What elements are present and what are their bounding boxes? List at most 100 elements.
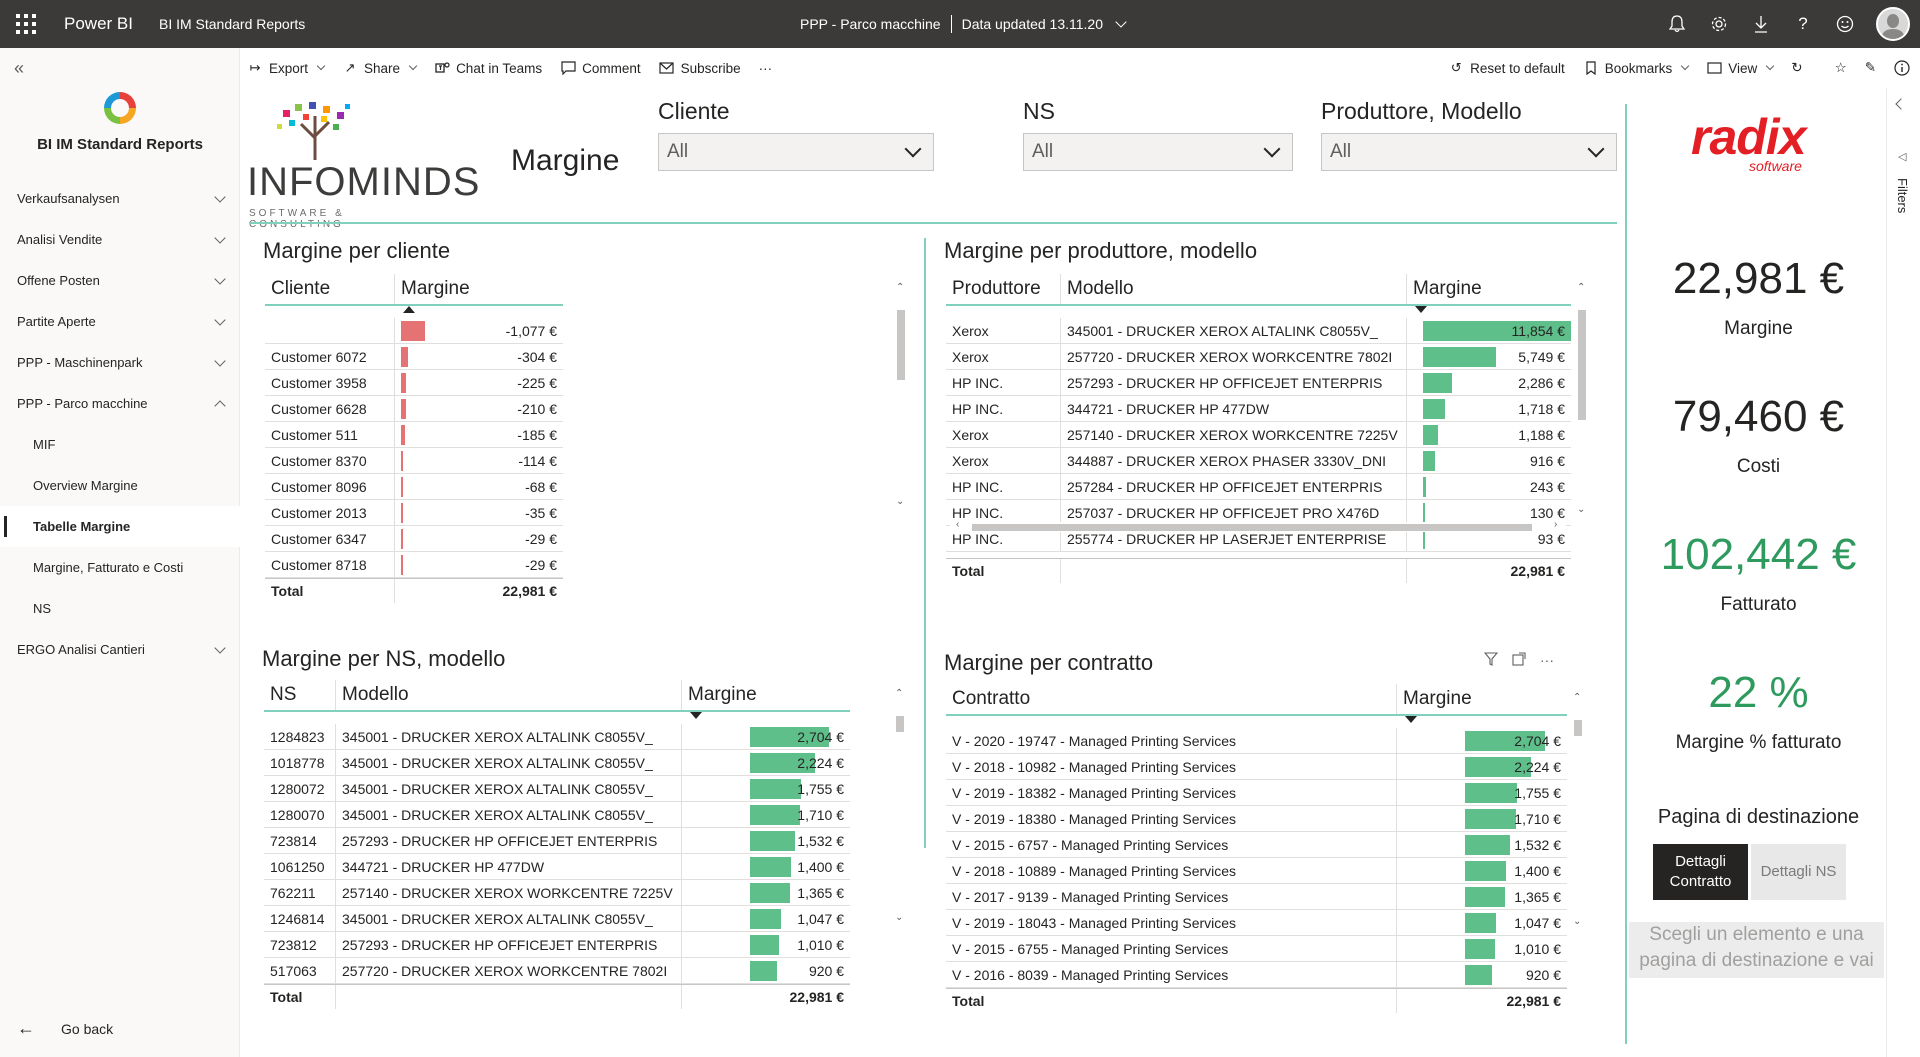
table-row[interactable]: 762211 257140 - DRUCKER XEROX WORKCENTRE … — [264, 879, 850, 906]
share-button[interactable]: ↗ Share — [342, 60, 418, 76]
table-row[interactable]: Customer 8096 -68 € — [265, 473, 563, 500]
table-row[interactable]: V - 2017 - 9139 - Managed Printing Servi… — [946, 883, 1567, 910]
scroll-left-icon[interactable]: ‹ — [956, 519, 960, 530]
refresh-icon[interactable]: ↻ — [1791, 60, 1803, 75]
nav-item-ppp-parco-macchine[interactable]: PPP - Parco macchine — [0, 383, 240, 424]
nav-item-overview-margine[interactable]: Overview Margine — [0, 465, 240, 506]
vertical-scrollbar[interactable]: ⌃ ⌄ — [1572, 692, 1582, 932]
chevron-down-icon[interactable] — [214, 313, 226, 326]
chevron-down-icon[interactable] — [214, 231, 226, 244]
table-row[interactable]: Xerox 257720 - DRUCKER XEROX WORKCENTRE 7… — [946, 343, 1571, 370]
column-header[interactable]: Margine — [682, 680, 850, 719]
table-row[interactable]: Customer 6347 -29 € — [265, 525, 563, 552]
table-row[interactable]: HP INC. 257293 - DRUCKER HP OFFICEJET ENT… — [946, 369, 1571, 396]
table-row[interactable]: Customer 6628 -210 € — [265, 395, 563, 422]
chat-in-teams-button[interactable]: Chat in Teams — [434, 61, 542, 76]
dettagli-contratto-button[interactable]: Dettagli Contratto — [1653, 844, 1748, 900]
table-row[interactable]: 723814 257293 - DRUCKER HP OFFICEJET ENTE… — [264, 827, 850, 854]
table-row[interactable]: Xerox 257140 - DRUCKER XEROX WORKCENTRE 7… — [946, 421, 1571, 448]
nav-item-analisi-vendite[interactable]: Analisi Vendite — [0, 219, 240, 260]
bookmarks-button[interactable]: Bookmarks — [1583, 61, 1690, 76]
column-header[interactable]: Margine — [395, 274, 563, 313]
table-row[interactable]: 1280070 345001 - DRUCKER XEROX ALTALINK C… — [264, 801, 850, 828]
table-row[interactable]: V - 2018 - 10889 - Managed Printing Serv… — [946, 857, 1567, 884]
table-row[interactable]: V - 2019 - 18380 - Managed Printing Serv… — [946, 805, 1567, 832]
column-header[interactable]: Modello — [1061, 274, 1407, 304]
table-row[interactable]: 517063 257720 - DRUCKER XEROX WORKCENTRE … — [264, 957, 850, 984]
visual-margine-per-ns[interactable]: Margine per NS, modello NS Modello Margine… — [262, 646, 904, 1009]
gear-icon[interactable] — [1708, 13, 1730, 35]
bell-icon[interactable] — [1666, 13, 1688, 35]
column-header[interactable]: Cliente — [265, 274, 395, 304]
table-row[interactable]: V - 2015 - 6755 - Managed Printing Servi… — [946, 935, 1567, 962]
dettagli-ns-button[interactable]: Dettagli NS — [1751, 844, 1846, 900]
table-row[interactable]: 1280072 345001 - DRUCKER XEROX ALTALINK C… — [264, 775, 850, 802]
nav-item-mif[interactable]: MIF — [0, 424, 240, 465]
download-icon[interactable] — [1750, 13, 1772, 35]
slicer-dropdown[interactable]: All — [1321, 133, 1617, 171]
chevron-up-icon[interactable] — [214, 399, 226, 412]
nav-item-margine-fatturato-e-costi[interactable]: Margine, Fatturato e Costi — [0, 547, 240, 588]
visual-margine-per-produttore[interactable]: Margine per produttore, modello Produtto… — [944, 238, 1594, 583]
nav-item-tabelle-margine[interactable]: Tabelle Margine — [0, 506, 240, 547]
scroll-down-icon[interactable]: ⌄ — [896, 496, 905, 507]
brand-name[interactable]: Power BI — [64, 14, 133, 33]
table-row[interactable]: V - 2020 - 19747 - Managed Printing Serv… — [946, 727, 1567, 754]
table-row[interactable]: V - 2019 - 18382 - Managed Printing Serv… — [946, 779, 1567, 806]
table-row[interactable]: Customer 2013 -35 € — [265, 499, 563, 526]
more-options-button[interactable]: ··· — [758, 60, 773, 76]
star-icon[interactable]: ☆ — [1834, 60, 1847, 75]
nav-item-verkaufsanalysen[interactable]: Verkaufsanalysen — [0, 178, 240, 219]
table-row[interactable]: 723812 257293 - DRUCKER HP OFFICEJET ENTE… — [264, 931, 850, 958]
feedback-smiley-icon[interactable] — [1834, 13, 1856, 35]
filter-icon[interactable] — [1483, 652, 1499, 669]
more-options-icon[interactable]: ··· — [1540, 652, 1554, 668]
scroll-down-icon[interactable]: ⌄ — [1573, 916, 1582, 927]
table-row[interactable]: Customer 511 -185 € — [265, 421, 563, 448]
table-row[interactable]: 1284823 345001 - DRUCKER XEROX ALTALINK C… — [264, 723, 850, 750]
scroll-up-icon[interactable]: ⌃ — [1573, 692, 1582, 703]
info-icon[interactable] — [1894, 60, 1910, 76]
table-row[interactable]: HP INC. 257037 - DRUCKER HP OFFICEJET PRO… — [946, 499, 1571, 526]
table-row[interactable]: Xerox 344887 - DRUCKER XEROX PHASER 3330V… — [946, 447, 1571, 474]
scroll-thumb[interactable] — [897, 310, 905, 380]
vertical-scrollbar[interactable]: ⌃ ⌄ — [1576, 282, 1586, 522]
chevron-down-icon[interactable] — [1115, 15, 1127, 28]
help-icon[interactable]: ? — [1798, 14, 1808, 33]
column-header[interactable]: Margine — [1397, 684, 1567, 723]
scroll-thumb[interactable] — [1574, 720, 1582, 736]
column-header[interactable]: Contratto — [946, 684, 1397, 714]
table-row[interactable]: V - 2019 - 18043 - Managed Printing Serv… — [946, 909, 1567, 936]
subscribe-button[interactable]: Subscribe — [659, 61, 741, 76]
workspace-name[interactable]: BI IM Standard Reports — [158, 16, 306, 32]
scroll-up-icon[interactable]: ⌃ — [895, 688, 904, 699]
table-row[interactable]: V - 2018 - 10982 - Managed Printing Serv… — [946, 753, 1567, 780]
scroll-down-icon[interactable]: ⌄ — [895, 912, 904, 923]
table-row[interactable]: V - 2015 - 6757 - Managed Printing Servi… — [946, 831, 1567, 858]
app-launcher-icon[interactable] — [14, 12, 38, 36]
view-button[interactable]: View — [1706, 61, 1775, 76]
avatar[interactable] — [1876, 7, 1910, 41]
table-row[interactable]: 1018778 345001 - DRUCKER XEROX ALTALINK C… — [264, 749, 850, 776]
comment-button[interactable]: Comment — [560, 61, 641, 76]
filters-pane[interactable]: ◁ Filters — [1886, 88, 1920, 1057]
table-row[interactable]: HP INC. 255774 - DRUCKER HP LASERJET ENTE… — [946, 525, 1571, 552]
table-row[interactable]: -1,077 € — [265, 317, 563, 344]
collapse-nav-icon[interactable]: « — [14, 58, 25, 78]
column-header[interactable]: NS — [264, 680, 336, 710]
scroll-down-icon[interactable]: ⌄ — [1577, 504, 1586, 515]
vertical-scrollbar[interactable]: ⌃ ⌄ — [894, 688, 904, 928]
table-row[interactable]: Customer 6072 -304 € — [265, 343, 563, 370]
vertical-scrollbar[interactable]: ⌃ ⌄ — [895, 282, 905, 512]
go-back-button[interactable]: ← Go back — [17, 1018, 113, 1039]
visual-margine-per-cliente[interactable]: Margine per cliente Cliente Margine -1,077… — [263, 238, 905, 603]
edit-icon[interactable]: ✎ — [1864, 60, 1876, 75]
table-row[interactable]: Xerox 345001 - DRUCKER XEROX ALTALINK C80… — [946, 317, 1571, 344]
scroll-up-icon[interactable]: ⌃ — [896, 282, 905, 293]
nav-item-ppp-maschinenpark[interactable]: PPP - Maschinenpark — [0, 342, 240, 383]
slicer-dropdown[interactable]: All — [1023, 133, 1293, 171]
nav-item-partite-aperte[interactable]: Partite Aperte — [0, 301, 240, 342]
report-title-area[interactable]: PPP - Parco macchine Data updated 13.11.… — [800, 0, 1127, 48]
table-row[interactable]: V - 2016 - 8039 - Managed Printing Servi… — [946, 961, 1567, 988]
export-button[interactable]: ↦ Export — [247, 60, 326, 76]
